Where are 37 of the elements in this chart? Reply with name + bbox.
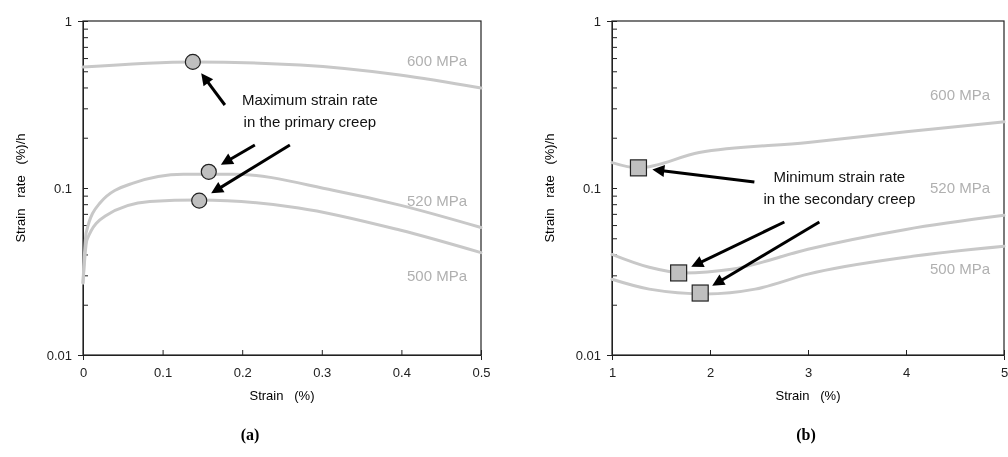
series-label: 520 MPa [929, 179, 991, 197]
point [670, 264, 688, 282]
x-tick-label: 3 [804, 365, 813, 381]
point [691, 284, 709, 302]
x-tick-label: 0.3 [313, 365, 332, 381]
annotation: Minimum strain rate in the secondary creep [763, 168, 916, 207]
x-axis-title: Strain (%) [249, 388, 315, 403]
series-label: 500 MPa [406, 266, 468, 284]
series-label: 500 MPa [929, 260, 991, 278]
y-tick-label: 1 [593, 13, 601, 29]
x-axis-title: Strain (%) [775, 388, 841, 403]
annotation: Maximum strain rate in the primary creep [241, 91, 378, 130]
y-tick-label: 0.1 [582, 180, 601, 196]
x-tick-label: 4 [902, 365, 911, 381]
x-tick-label: 1 [608, 365, 617, 381]
y-tick-label: 0.01 [46, 347, 72, 363]
text: (b) [796, 426, 816, 444]
point [200, 163, 217, 180]
text: (a) [240, 426, 260, 444]
y-tick-label: 0.1 [53, 180, 72, 196]
x-tick-label: 0.4 [392, 365, 411, 381]
point [184, 53, 201, 70]
y-tick-label: 0.01 [575, 347, 601, 363]
x-tick-label: 2 [706, 365, 715, 381]
series-label: 600 MPa [406, 52, 468, 69]
y-tick-label: 1 [64, 13, 72, 29]
x-tick-label: 0.5 [472, 365, 491, 381]
x-tick-label: 0 [79, 365, 88, 381]
series-label: 520 MPa [406, 191, 468, 209]
x-tick-label: 5 [1000, 365, 1008, 381]
series-label: 600 MPa [929, 85, 991, 103]
point [191, 192, 208, 209]
x-tick-label: 0.2 [233, 365, 252, 381]
point [629, 159, 648, 177]
x-tick-label: 0.1 [154, 365, 173, 381]
y-axis-title: Strain rate (%)/h [13, 133, 28, 243]
y-axis-title: Strain rate (%)/h [542, 133, 557, 243]
